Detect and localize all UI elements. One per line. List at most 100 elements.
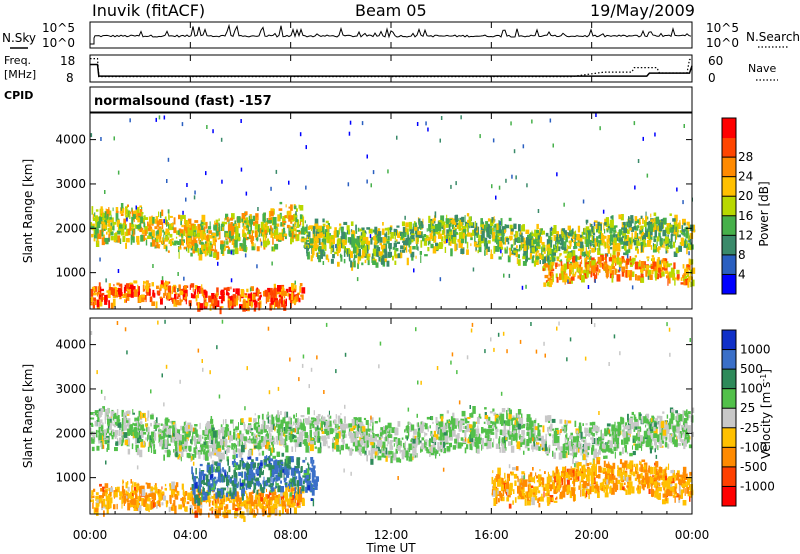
heatmap-cell: [227, 424, 229, 428]
heatmap-cell: [444, 246, 447, 253]
heatmap-cell: [156, 242, 159, 248]
heatmap-cell: [109, 487, 114, 492]
heatmap-cell: [120, 213, 124, 216]
heatmap-cell: [216, 251, 220, 260]
heatmap-cell: [304, 226, 308, 234]
heatmap-cell: [125, 296, 130, 301]
heatmap-cell: [322, 226, 325, 235]
heatmap-cell: [257, 422, 260, 425]
heatmap-cell: [187, 237, 192, 243]
heatmap-cell: [301, 498, 305, 506]
heatmap-cell: [275, 235, 279, 239]
heatmap-cell: [639, 259, 641, 266]
heatmap-cell: [640, 273, 644, 278]
heatmap-cell: [132, 412, 135, 415]
heatmap-cell: [641, 268, 644, 273]
heatmap-cell: [429, 438, 431, 442]
heatmap-cell: [536, 230, 539, 234]
heatmap-cell: [681, 442, 684, 446]
heatmap-cell: [390, 232, 394, 239]
heatmap-cell: [145, 299, 147, 303]
heatmap-cell: [491, 217, 494, 223]
heatmap-cell: [111, 287, 114, 292]
heatmap-cell: [591, 444, 595, 452]
heatmap-cell: [280, 494, 285, 500]
heatmap-cell: [239, 511, 242, 518]
heatmap-cell: [517, 259, 521, 266]
heatmap-cell: [260, 241, 263, 246]
heatmap-cell: [477, 238, 482, 244]
heatmap-cell: [151, 282, 154, 287]
heatmap-cell: [683, 242, 687, 248]
heatmap-cell: [220, 306, 224, 309]
heatmap-cell: [437, 442, 440, 450]
heatmap-cell: [266, 501, 269, 505]
heatmap-cell: [190, 252, 193, 257]
heatmap-cell: [569, 240, 572, 247]
heatmap-cell: [263, 290, 266, 297]
heatmap-cell: [675, 226, 677, 232]
heatmap-cell: [108, 495, 111, 503]
heatmap-cell: [126, 217, 128, 222]
heatmap-cell: [590, 266, 594, 271]
heatmap-cell: [478, 235, 481, 242]
heatmap-cell: [225, 292, 230, 296]
heatmap-cell: [245, 217, 249, 225]
heatmap-cell: [376, 245, 379, 248]
heatmap-cell: [219, 507, 223, 510]
heatmap-cell: [647, 259, 649, 262]
heatmap-cell: [263, 223, 266, 228]
heatmap-cell: [370, 456, 374, 465]
heatmap-cell: [179, 245, 181, 248]
heatmap-cell: [127, 410, 131, 415]
heatmap-cell: [662, 229, 667, 237]
heatmap-cell: [387, 235, 390, 241]
heatmap-cell: [121, 432, 124, 435]
heatmap-cell: [223, 447, 225, 453]
heatmap-cell: [331, 242, 333, 249]
heatmap-cell: [561, 270, 565, 277]
heatmap-cell: [278, 510, 281, 517]
heatmap-cell: [549, 261, 552, 270]
heatmap-cell: [623, 227, 627, 234]
heatmap-cell: [102, 493, 104, 499]
heatmap-cell: [560, 259, 563, 263]
heatmap-cell: [161, 502, 164, 506]
heatmap-cell: [560, 264, 565, 269]
heatmap-cell: [508, 247, 511, 251]
heatmap-cell: [165, 235, 169, 240]
heatmap-cell: [652, 433, 655, 442]
heatmap-cell: [528, 239, 532, 246]
heatmap-cell: [177, 230, 180, 235]
heatmap-cell: [227, 294, 230, 299]
heatmap-cell: [231, 213, 235, 220]
heatmap-cell: [101, 292, 105, 296]
heatmap-cell: [443, 227, 446, 235]
heatmap-cell: [225, 245, 230, 248]
heatmap-cell: [374, 421, 378, 424]
heatmap-cell: [162, 229, 165, 233]
heatmap-cell: [280, 490, 283, 497]
heatmap-cell: [503, 273, 505, 278]
heatmap-cell: [368, 450, 371, 456]
heatmap-cell: [225, 495, 228, 502]
heatmap-cell: [158, 211, 160, 217]
heatmap-cell: [446, 446, 451, 452]
colorbar-tick-label: 16: [738, 209, 753, 223]
heatmap-cell: [533, 260, 536, 267]
heatmap-cell: [192, 245, 196, 251]
heatmap-cell: [91, 289, 93, 295]
heatmap-cell: [440, 116, 443, 120]
heatmap-cell: [133, 217, 135, 223]
heatmap-cell: [563, 267, 567, 273]
heatmap-cell: [194, 424, 198, 427]
heatmap-cell: [161, 486, 163, 490]
heatmap-cell: [126, 288, 129, 292]
heatmap-cell: [117, 422, 122, 428]
heatmap-cell: [511, 174, 513, 179]
heatmap-cell: [352, 418, 357, 426]
heatmap-cell: [270, 231, 273, 238]
heatmap-cell: [254, 302, 258, 306]
power-heatmap: [90, 113, 696, 315]
heatmap-cell: [531, 444, 533, 450]
